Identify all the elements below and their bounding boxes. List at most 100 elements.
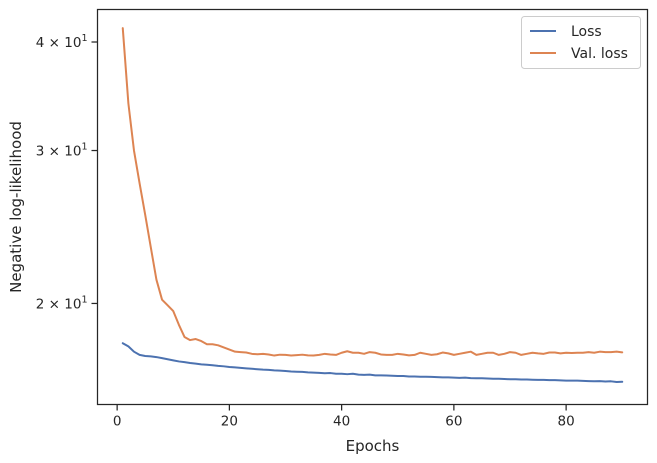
data-point-loss: [144, 355, 146, 357]
data-point-loss: [279, 369, 281, 371]
data-point-val-loss: [604, 351, 606, 353]
data-point-loss: [610, 380, 612, 382]
data-point-val-loss: [195, 338, 197, 340]
data-point-loss: [340, 373, 342, 375]
y-axis-label: Negative log-likelihood: [7, 121, 25, 293]
data-point-loss: [537, 379, 539, 381]
data-point-val-loss: [374, 352, 376, 354]
data-point-val-loss: [430, 354, 432, 356]
data-point-val-loss: [155, 279, 157, 281]
data-point-loss: [604, 380, 606, 382]
data-point-val-loss: [363, 353, 365, 355]
data-point-loss: [318, 372, 320, 374]
data-point-val-loss: [133, 149, 135, 151]
data-point-loss: [380, 374, 382, 376]
data-point-loss: [526, 378, 528, 380]
data-point-loss: [374, 374, 376, 376]
data-point-loss: [150, 355, 152, 357]
data-point-val-loss: [565, 352, 567, 354]
data-point-val-loss: [542, 353, 544, 355]
data-point-val-loss: [251, 353, 253, 355]
data-point-loss: [397, 375, 399, 377]
legend: Loss Val. loss: [521, 16, 641, 69]
data-point-val-loss: [166, 304, 168, 306]
data-point-loss: [554, 379, 556, 381]
data-point-val-loss: [239, 351, 241, 353]
data-point-loss: [324, 372, 326, 374]
data-point-val-loss: [318, 354, 320, 356]
data-point-loss: [307, 371, 309, 373]
data-point-val-loss: [161, 299, 163, 301]
legend-label-loss: Loss: [571, 24, 602, 40]
data-point-val-loss: [441, 351, 443, 353]
data-point-val-loss: [340, 352, 342, 354]
data-point-loss: [475, 377, 477, 379]
data-point-loss: [178, 360, 180, 362]
data-point-val-loss: [122, 27, 124, 29]
data-point-val-loss: [509, 351, 511, 353]
axes-frame: [96, 8, 649, 406]
data-point-val-loss: [447, 352, 449, 354]
x-tick-label: 20: [221, 414, 238, 430]
data-point-val-loss: [273, 354, 275, 356]
data-point-loss: [228, 366, 230, 368]
data-point-val-loss: [380, 353, 382, 355]
data-point-val-loss: [458, 353, 460, 355]
data-point-loss: [256, 368, 258, 370]
data-point-loss: [582, 380, 584, 382]
data-point-val-loss: [402, 353, 404, 355]
data-point-val-loss: [178, 324, 180, 326]
data-point-val-loss: [526, 353, 528, 355]
data-point-val-loss: [189, 339, 191, 341]
x-axis-label: Epochs: [346, 437, 400, 455]
x-tick-label: 80: [558, 414, 575, 430]
data-point-loss: [251, 368, 253, 370]
data-point-loss: [239, 367, 241, 369]
data-point-val-loss: [312, 354, 314, 356]
data-point-loss: [559, 379, 561, 381]
data-point-loss: [425, 376, 427, 378]
data-point-loss: [621, 381, 623, 383]
data-point-val-loss: [615, 350, 617, 352]
data-point-loss: [155, 356, 157, 358]
data-point-loss: [138, 354, 140, 356]
data-point-loss: [419, 376, 421, 378]
data-point-val-loss: [548, 351, 550, 353]
data-point-val-loss: [610, 351, 612, 353]
data-point-val-loss: [559, 352, 561, 354]
data-point-val-loss: [576, 352, 578, 354]
data-point-val-loss: [599, 350, 601, 352]
data-point-loss: [615, 381, 617, 383]
data-point-loss: [453, 376, 455, 378]
data-point-val-loss: [593, 352, 595, 354]
data-point-loss: [217, 365, 219, 367]
data-point-loss: [408, 375, 410, 377]
data-point-val-loss: [301, 353, 303, 355]
data-point-loss: [514, 378, 516, 380]
data-point-loss: [599, 380, 601, 382]
data-point-loss: [127, 345, 129, 347]
data-point-loss: [301, 371, 303, 373]
data-point-loss: [464, 376, 466, 378]
data-point-val-loss: [621, 351, 623, 353]
data-point-loss: [492, 378, 494, 380]
data-point-loss: [458, 377, 460, 379]
data-point-loss: [509, 378, 511, 380]
data-point-val-loss: [470, 350, 472, 352]
data-point-val-loss: [324, 353, 326, 355]
data-point-loss: [189, 362, 191, 364]
data-point-loss: [200, 363, 202, 365]
data-point-loss: [273, 369, 275, 371]
data-point-loss: [296, 371, 298, 373]
data-point-loss: [447, 376, 449, 378]
data-point-loss: [223, 365, 225, 367]
data-point-val-loss: [391, 354, 393, 356]
data-point-val-loss: [346, 350, 348, 352]
data-point-val-loss: [413, 354, 415, 356]
data-point-val-loss: [453, 354, 455, 356]
data-point-loss: [385, 374, 387, 376]
x-tick-label: 0: [113, 414, 122, 430]
data-point-val-loss: [436, 353, 438, 355]
data-point-val-loss: [307, 354, 309, 356]
data-point-val-loss: [262, 353, 264, 355]
